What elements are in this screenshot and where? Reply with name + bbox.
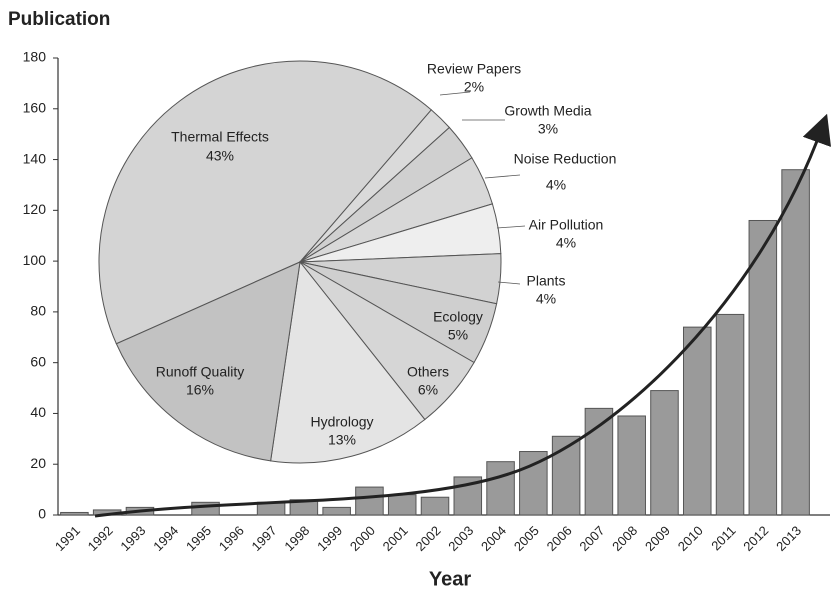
pie-slice (115, 261, 301, 462)
pie-slice (98, 60, 433, 345)
bar (551, 435, 581, 516)
x-tick-label: 2012 (740, 523, 771, 554)
x-tick-label: 2007 (576, 523, 607, 554)
slice-label: Ecology (433, 309, 483, 325)
pie-slice (270, 260, 426, 464)
trend-arrow (94, 113, 832, 518)
y-tick-label: 0 (38, 506, 46, 522)
slice-value-label: 4% (536, 291, 556, 307)
slice-value-label: 6% (418, 382, 438, 398)
x-tick-label: 2001 (380, 523, 411, 554)
bar (617, 415, 646, 516)
x-tick-label: 1991 (52, 523, 83, 554)
y-axis-title: Publication (8, 9, 110, 30)
y-tick-label: 40 (30, 404, 46, 420)
slice-label: Runoff Quality (156, 364, 244, 380)
slice-value-label: 2% (464, 79, 484, 95)
bar (60, 511, 89, 516)
y-tick-label: 140 (23, 150, 47, 166)
y-tick-label: 60 (30, 353, 46, 369)
x-tick-label: 1995 (183, 523, 214, 554)
slice-value-label: 5% (448, 327, 468, 343)
x-tick-label: 1996 (216, 523, 247, 554)
x-tick-label: 2006 (544, 523, 575, 554)
y-tick-label: 120 (23, 201, 47, 217)
bar (355, 486, 384, 516)
x-tick-label: 2003 (445, 523, 476, 554)
x-tick-label: 1994 (150, 523, 181, 554)
bar (682, 326, 712, 516)
bar (715, 313, 745, 516)
x-tick-label: 2004 (478, 523, 509, 554)
y-tick-label: 160 (23, 99, 47, 115)
bar (781, 169, 810, 516)
x-tick-label: 2005 (511, 523, 542, 554)
x-tick-label: 2008 (609, 523, 640, 554)
x-tick-label: 1993 (117, 523, 148, 554)
bar (387, 494, 417, 516)
slice-value-label: 4% (556, 235, 576, 251)
slice-value-label: 43% (206, 148, 234, 164)
slice-label: Hydrology (310, 414, 373, 430)
bar (748, 219, 778, 516)
x-tick-label: 2009 (642, 523, 673, 554)
slice-value-label: 4% (546, 177, 566, 193)
y-tick-label: 20 (30, 455, 46, 471)
x-tick-label: 1998 (281, 523, 312, 554)
x-tick-label: 2010 (675, 523, 706, 554)
x-tick-label: 2002 (412, 523, 443, 554)
x-axis-title: Year (429, 568, 471, 590)
x-tick-label: 1997 (249, 523, 280, 554)
bar (486, 461, 515, 516)
x-tick-label: 1992 (85, 523, 116, 554)
slice-label: Plants (527, 273, 566, 289)
y-tick-label: 100 (23, 252, 47, 268)
slice-label: Noise Reduction (514, 151, 617, 167)
slice-label: Thermal Effects (171, 129, 269, 145)
x-tick-label: 2013 (773, 523, 804, 554)
y-tick-label: 180 (23, 49, 47, 65)
slice-value-label: 16% (186, 382, 214, 398)
leader-lines (439, 91, 526, 285)
slice-label: Air Pollution (529, 217, 604, 233)
slice-label: Review Papers (427, 61, 521, 77)
slice-value-label: 13% (328, 432, 356, 448)
x-tick-label: 2011 (708, 523, 738, 553)
x-tick-label: 2000 (347, 523, 378, 554)
bar (420, 496, 450, 516)
slice-value-label: 3% (538, 121, 558, 137)
bar (322, 506, 351, 516)
bar (519, 451, 548, 516)
bar (650, 390, 679, 516)
y-tick-label: 80 (30, 303, 46, 319)
slice-label: Growth Media (504, 103, 591, 119)
x-tick-label: 1999 (314, 523, 345, 554)
slice-label: Others (407, 364, 449, 380)
